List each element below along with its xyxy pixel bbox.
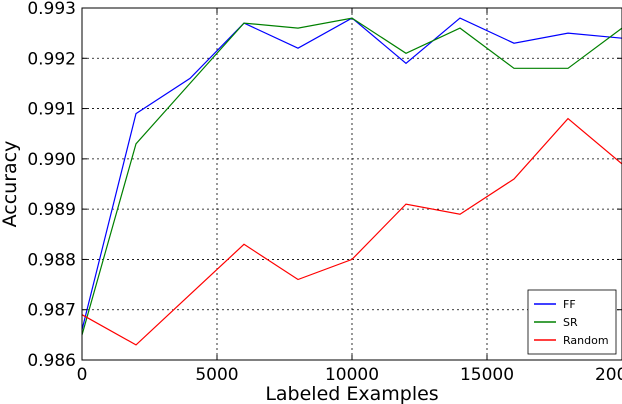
series-line-sr: [81, 17, 622, 336]
legend-label-ff: FF: [563, 298, 576, 311]
x-tick-label: 0: [77, 365, 88, 385]
y-tick-label: 0.986: [27, 351, 76, 371]
axis-ticks: 0 5000 10000 15000 20000 0.986 0.987 0.988 0.989…: [27, 0, 622, 385]
y-tick-label: 0.988: [27, 250, 76, 270]
x-tick-label: 10000: [325, 365, 379, 385]
y-tick-label: 0.990: [27, 150, 76, 170]
x-tick-label: 20000: [595, 365, 622, 385]
y-tick-label: 0.992: [27, 49, 76, 69]
y-axis-title: Accuracy: [0, 141, 21, 228]
series-line-random: [81, 117, 622, 346]
x-tick-label: 15000: [460, 365, 514, 385]
x-axis-title: Labeled Examples: [265, 383, 438, 404]
legend-label-random: Random: [563, 334, 609, 347]
y-tick-label: 0.993: [27, 0, 76, 19]
x-tick-label: 5000: [195, 365, 238, 385]
gridlines: [82, 8, 622, 360]
y-tick-label: 0.987: [27, 301, 76, 321]
series-lines: [81, 17, 622, 346]
legend-label-sr: SR: [563, 316, 578, 329]
legend: FF SR Random: [527, 289, 617, 355]
y-tick-label: 0.991: [27, 100, 76, 120]
y-tick-label: 0.989: [27, 200, 76, 220]
